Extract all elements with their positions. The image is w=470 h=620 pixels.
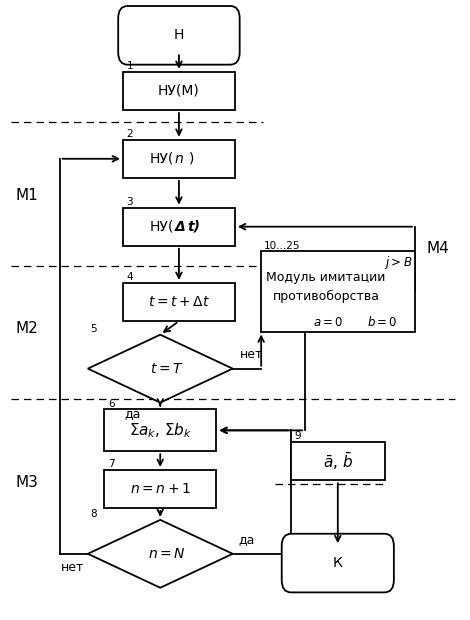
Text: да: да [238,533,255,546]
Text: НУ(М): НУ(М) [158,84,200,98]
Text: 4: 4 [126,272,133,282]
Text: n: n [174,152,183,166]
Text: $\bar{a}$, $\bar{b}$: $\bar{a}$, $\bar{b}$ [323,451,353,472]
Text: нет: нет [61,561,84,574]
Text: $n = N$: $n = N$ [149,547,186,561]
Text: НУ(: НУ( [150,219,174,234]
Text: противоборства: противоборства [273,290,380,303]
Bar [261,251,415,332]
Text: 6: 6 [108,399,115,409]
Text: $j > B$: $j > B$ [384,254,413,272]
Text: $t = T$: $t = T$ [150,361,184,376]
Text: 7: 7 [108,459,115,469]
Text: да: да [124,407,141,420]
Text: $t = t + \Delta t$: $t = t + \Delta t$ [148,295,210,309]
Text: М4: М4 [427,241,450,256]
Bar [104,470,216,508]
Text: 5: 5 [90,324,97,334]
Text: Н: Н [174,29,184,42]
Text: $b = 0$: $b = 0$ [367,316,398,329]
Bar [123,140,235,178]
Bar [123,283,235,321]
Text: М2: М2 [16,321,39,336]
Text: 2: 2 [126,129,133,139]
Text: К: К [333,556,343,570]
Text: нет: нет [240,348,263,361]
Polygon shape [88,520,233,588]
Bar [123,208,235,246]
Text: ): ) [189,152,195,166]
Text: $n = n+1$: $n = n+1$ [130,482,191,496]
Text: М1: М1 [16,188,39,203]
FancyBboxPatch shape [118,6,240,64]
Text: М3: М3 [16,476,39,490]
Text: Δ: Δ [175,219,186,234]
Text: 9: 9 [295,432,301,441]
Text: 8: 8 [90,509,97,519]
Text: Модуль имитации: Модуль имитации [266,272,386,285]
Text: 10...25: 10...25 [264,241,300,250]
Text: $a = 0$: $a = 0$ [313,316,344,329]
Text: 1: 1 [126,61,133,71]
Polygon shape [88,335,233,402]
Bar [291,442,384,481]
Text: t): t) [188,219,200,234]
Bar [123,72,235,110]
Text: $\Sigma a_k$, $\Sigma b_k$: $\Sigma a_k$, $\Sigma b_k$ [129,421,192,440]
Bar [104,409,216,451]
Text: 3: 3 [126,197,133,207]
Text: НУ(: НУ( [150,152,174,166]
FancyBboxPatch shape [282,534,394,592]
